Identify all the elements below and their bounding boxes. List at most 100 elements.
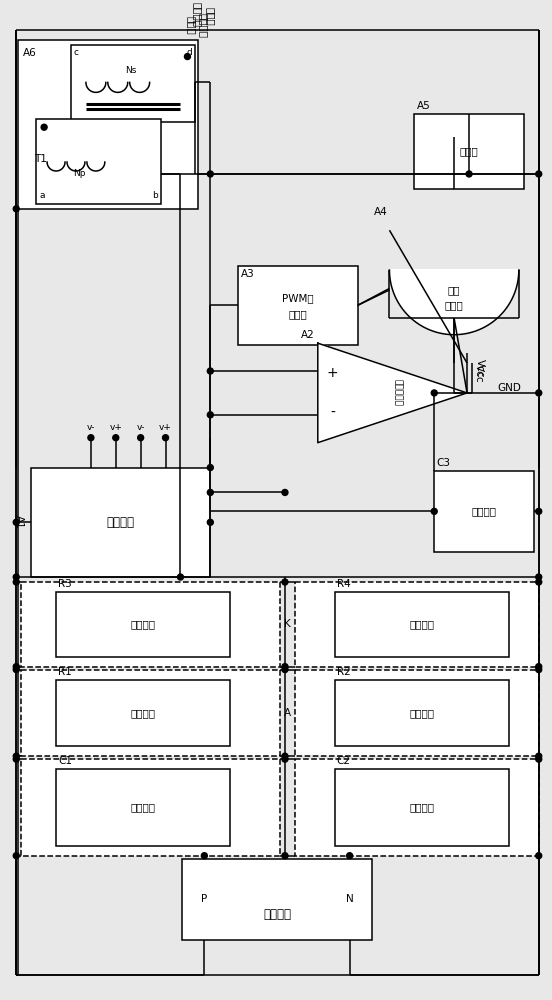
- Text: 与门: 与门: [448, 285, 460, 295]
- Bar: [295, 759, 539, 856]
- Circle shape: [184, 54, 190, 60]
- Bar: [295, 582, 539, 667]
- Text: 滤波电容: 滤波电容: [471, 506, 496, 516]
- Text: d: d: [187, 48, 193, 57]
- Text: C2: C2: [337, 756, 351, 766]
- Circle shape: [536, 171, 542, 177]
- Circle shape: [88, 435, 94, 441]
- Circle shape: [137, 435, 144, 441]
- Text: R1: R1: [58, 667, 72, 677]
- Text: 单端反激: 单端反激: [193, 2, 203, 27]
- Text: A2: A2: [301, 330, 315, 340]
- Circle shape: [282, 489, 288, 495]
- Circle shape: [13, 667, 19, 673]
- Circle shape: [13, 753, 19, 759]
- Circle shape: [282, 756, 288, 762]
- Bar: [238, 266, 358, 345]
- Text: Ns: Ns: [125, 66, 136, 75]
- Bar: [335, 680, 509, 746]
- Text: A: A: [284, 708, 291, 718]
- Text: c: c: [74, 48, 79, 57]
- Circle shape: [13, 756, 19, 762]
- Text: 第三电阻: 第三电阻: [131, 619, 156, 629]
- Text: 直流电源: 直流电源: [263, 908, 291, 921]
- Bar: [18, 40, 198, 209]
- Circle shape: [13, 519, 19, 525]
- Circle shape: [536, 667, 542, 673]
- Polygon shape: [318, 343, 467, 443]
- Text: -: -: [330, 406, 335, 420]
- Circle shape: [431, 508, 437, 514]
- Circle shape: [347, 853, 353, 859]
- Text: R4: R4: [337, 579, 351, 589]
- Circle shape: [208, 171, 213, 177]
- Circle shape: [208, 489, 213, 495]
- Text: R2: R2: [337, 667, 351, 677]
- Circle shape: [282, 664, 288, 670]
- Circle shape: [13, 664, 19, 670]
- Bar: [71, 45, 195, 122]
- Circle shape: [536, 853, 542, 859]
- Circle shape: [208, 412, 213, 418]
- Text: 第一电阻: 第一电阻: [131, 708, 156, 718]
- Text: 开关电源: 开关电源: [107, 516, 135, 529]
- Text: A5: A5: [417, 101, 431, 111]
- Circle shape: [13, 206, 19, 212]
- Text: 第二电容: 第二电容: [409, 802, 434, 812]
- Bar: [21, 582, 280, 667]
- Text: 电压比较器: 电压比较器: [393, 379, 402, 406]
- Circle shape: [13, 579, 19, 585]
- Text: A6: A6: [23, 48, 37, 58]
- Text: A3: A3: [241, 269, 255, 279]
- Bar: [56, 680, 230, 746]
- Text: N: N: [346, 894, 353, 904]
- Text: 生成器: 生成器: [289, 309, 307, 319]
- Bar: [21, 670, 280, 756]
- Text: 第二电阻: 第二电阻: [409, 708, 434, 718]
- Text: A4: A4: [374, 207, 388, 217]
- Circle shape: [13, 853, 19, 859]
- Text: K: K: [284, 619, 291, 629]
- Text: v+: v+: [109, 423, 122, 432]
- Text: Vcc: Vcc: [475, 359, 485, 377]
- Circle shape: [466, 171, 472, 177]
- Text: A1: A1: [14, 515, 24, 529]
- Bar: [295, 670, 539, 756]
- Circle shape: [178, 574, 183, 580]
- Polygon shape: [390, 270, 519, 335]
- Text: C3: C3: [436, 458, 450, 468]
- Circle shape: [282, 753, 288, 759]
- Circle shape: [201, 853, 208, 859]
- Bar: [335, 592, 509, 657]
- Bar: [335, 769, 509, 846]
- Text: v+: v+: [159, 423, 172, 432]
- Text: 开关管: 开关管: [460, 147, 479, 157]
- Text: GND: GND: [497, 383, 521, 393]
- Circle shape: [208, 368, 213, 374]
- Text: 逻辑器: 逻辑器: [445, 300, 464, 310]
- Text: +: +: [327, 366, 338, 380]
- Circle shape: [208, 465, 213, 471]
- Text: Vcc: Vcc: [474, 364, 484, 382]
- Bar: [434, 471, 534, 552]
- Bar: [183, 859, 371, 940]
- Text: a: a: [39, 191, 45, 200]
- Text: PWM波: PWM波: [282, 293, 314, 303]
- Text: b: b: [152, 191, 157, 200]
- Circle shape: [536, 756, 542, 762]
- Circle shape: [536, 508, 542, 514]
- Circle shape: [162, 435, 168, 441]
- Circle shape: [282, 667, 288, 673]
- Circle shape: [282, 853, 288, 859]
- Text: v-: v-: [87, 423, 95, 432]
- Text: v-: v-: [136, 423, 145, 432]
- Circle shape: [536, 390, 542, 396]
- Text: 第四电阻: 第四电阻: [409, 619, 434, 629]
- Bar: [36, 119, 161, 204]
- Bar: [21, 759, 280, 856]
- Text: 单端反激
变换器: 单端反激 变换器: [187, 13, 208, 38]
- Circle shape: [536, 574, 542, 580]
- Circle shape: [282, 579, 288, 585]
- Text: 第一电容: 第一电容: [131, 802, 156, 812]
- Text: P: P: [201, 894, 208, 904]
